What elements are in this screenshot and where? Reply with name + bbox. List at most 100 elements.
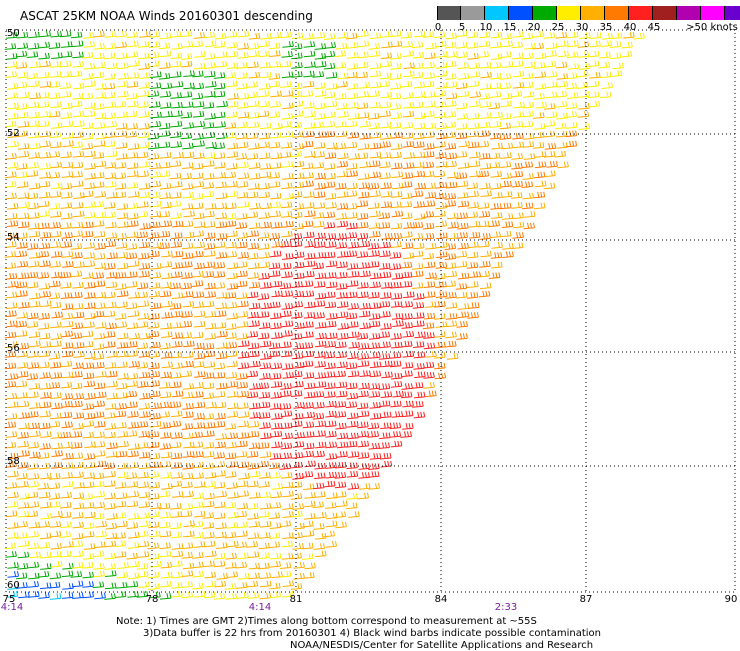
wind-barb: [268, 233, 281, 240]
wind-barb: [555, 32, 568, 39]
wind-barb: [304, 500, 316, 508]
wind-barb: [337, 251, 349, 258]
wind-barb: [500, 93, 513, 100]
wind-barb: [114, 512, 127, 519]
wind-barb: [356, 251, 369, 258]
wind-barb: [280, 31, 292, 39]
wind-barb: [49, 222, 61, 229]
wind-barb: [128, 361, 140, 368]
wind-barb: [70, 442, 83, 449]
wind-barb: [17, 212, 30, 220]
wind-barb: [28, 591, 40, 598]
wind-barb: [50, 231, 62, 238]
wind-barb: [92, 220, 105, 227]
wind-barb: [26, 243, 39, 250]
wind-barb: [312, 413, 325, 420]
wind-barb: [227, 391, 239, 398]
wind-barb: [26, 491, 39, 499]
wind-barb: [193, 221, 206, 228]
wind-barb: [489, 132, 502, 140]
wind-barb: [271, 241, 283, 248]
wind-barb: [51, 402, 63, 410]
wind-barb: [369, 361, 382, 369]
wind-barb: [491, 192, 503, 199]
wind-barb: [5, 241, 17, 248]
wind-barb: [325, 321, 337, 328]
wind-barb: [215, 181, 227, 189]
wind-barb: [148, 362, 160, 370]
wind-barb: [389, 103, 402, 110]
wind-barb: [271, 332, 283, 339]
wind-barb: [116, 212, 129, 220]
wind-barb: [412, 302, 425, 309]
wind-barb: [543, 130, 556, 138]
wind-barb: [117, 332, 129, 340]
wind-barb: [137, 472, 149, 479]
wind-barb: [15, 250, 28, 258]
wind-barb: [6, 320, 18, 328]
wind-barb: [181, 203, 194, 210]
wind-barb: [193, 422, 206, 429]
wind-barb: [347, 352, 359, 360]
wind-barb: [599, 91, 612, 99]
wind-barb: [257, 382, 269, 390]
wind-barb: [93, 333, 106, 340]
wind-barb: [412, 51, 424, 59]
wind-barb: [269, 131, 282, 139]
wind-barb: [6, 220, 19, 227]
wind-barb: [71, 171, 83, 178]
wind-barb: [138, 351, 151, 358]
wind-barb: [180, 370, 193, 378]
wind-barb: [28, 120, 40, 128]
wind-barb: [180, 91, 193, 98]
wind-barb: [303, 391, 316, 399]
lat-label: 56: [7, 343, 20, 354]
wind-barb: [522, 173, 534, 180]
wind-barb: [336, 203, 349, 210]
wind-barb: [50, 71, 62, 78]
wind-barb: [192, 382, 204, 389]
wind-barb: [27, 260, 40, 268]
wind-barb: [325, 241, 337, 248]
wind-barb: [380, 121, 392, 129]
wind-barb: [326, 281, 338, 289]
wind-barb: [49, 280, 61, 288]
wind-barb: [50, 372, 63, 379]
wind-barb: [369, 171, 382, 179]
legend-swatch-5: [557, 6, 581, 20]
legend-swatch-7: [605, 6, 629, 20]
wind-barb: [73, 120, 85, 128]
wind-barb: [456, 333, 468, 340]
wind-barb: [126, 401, 138, 409]
wind-barb: [468, 160, 481, 168]
wind-barb: [17, 121, 30, 128]
wind-barb: [554, 122, 567, 130]
wind-barb: [523, 222, 535, 230]
wind-barb: [193, 320, 206, 328]
wind-barb: [182, 231, 195, 239]
wind-barb: [257, 243, 270, 250]
wind-barb: [435, 220, 447, 228]
wind-barb: [48, 151, 61, 158]
wind-barb: [336, 451, 348, 458]
wind-barb: [346, 291, 358, 299]
wind-barb: [72, 51, 84, 59]
wind-barb: [127, 422, 140, 429]
wind-barb: [400, 201, 413, 208]
wind-barb: [347, 412, 359, 420]
wind-barb: [182, 162, 194, 169]
wind-barb: [303, 41, 316, 48]
wind-barb: [269, 591, 281, 599]
wind-barb: [171, 43, 183, 50]
wind-barb: [61, 313, 74, 320]
wind-barb: [268, 541, 281, 549]
wind-barb: [369, 302, 382, 310]
wind-barb: [336, 432, 349, 440]
wind-barb: [180, 53, 193, 60]
wind-barb: [7, 532, 19, 539]
wind-barb: [204, 580, 217, 588]
wind-barb: [224, 220, 237, 228]
wind-barb: [116, 262, 129, 270]
wind-barb: [202, 512, 215, 519]
wind-barb: [237, 111, 250, 119]
